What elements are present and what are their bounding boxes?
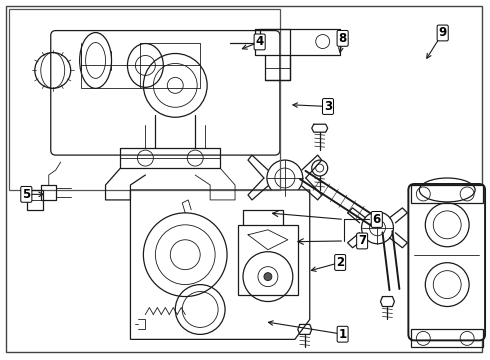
FancyBboxPatch shape [408, 184, 485, 340]
Text: 9: 9 [439, 27, 447, 40]
Text: 8: 8 [339, 32, 347, 45]
Text: 3: 3 [324, 100, 332, 113]
Text: 6: 6 [373, 213, 381, 226]
Text: 4: 4 [255, 35, 264, 49]
Polygon shape [130, 190, 310, 339]
Bar [9, 9, 280, 190]
Text: 5: 5 [22, 188, 30, 201]
Text: 7: 7 [358, 234, 366, 247]
Bar [412, 185, 483, 203]
Text: 1: 1 [339, 328, 347, 341]
FancyBboxPatch shape [51, 31, 280, 155]
Bar [238, 225, 298, 294]
Bar [412, 329, 483, 347]
Text: 2: 2 [336, 256, 344, 269]
Circle shape [264, 273, 272, 280]
